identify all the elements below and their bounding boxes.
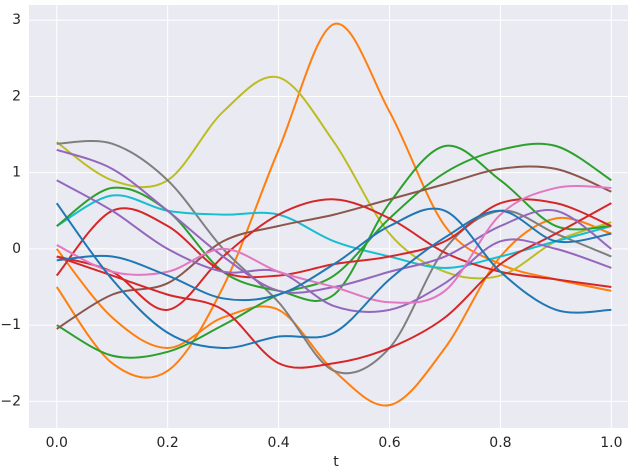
x-tick-label: 0.0: [46, 435, 68, 451]
series-line: [56, 184, 612, 304]
x-tick-label: 0.6: [378, 435, 400, 451]
y-tick-label: 3: [12, 12, 21, 28]
series-line: [56, 202, 612, 369]
y-tick-label: −2: [0, 393, 21, 409]
series-line: [56, 140, 612, 375]
series-line: [56, 194, 612, 269]
x-tick-label: 1.0: [600, 435, 622, 451]
series-line: [55, 198, 612, 279]
series-line: [56, 207, 612, 314]
series-line: [55, 202, 612, 349]
x-tick-label: 0.2: [157, 435, 179, 451]
x-axis-label: t: [333, 454, 339, 470]
y-tick-label: 1: [12, 165, 21, 181]
series-line: [56, 142, 612, 359]
series-line: [56, 75, 612, 280]
x-tick-label: 0.4: [267, 435, 289, 451]
series-line: [56, 198, 612, 311]
x-tick-label: 0.8: [489, 435, 511, 451]
y-tick-label: 2: [12, 88, 21, 104]
y-tick-label: 0: [12, 241, 21, 257]
y-tick-label: −1: [0, 317, 21, 333]
series-line: [56, 179, 612, 314]
